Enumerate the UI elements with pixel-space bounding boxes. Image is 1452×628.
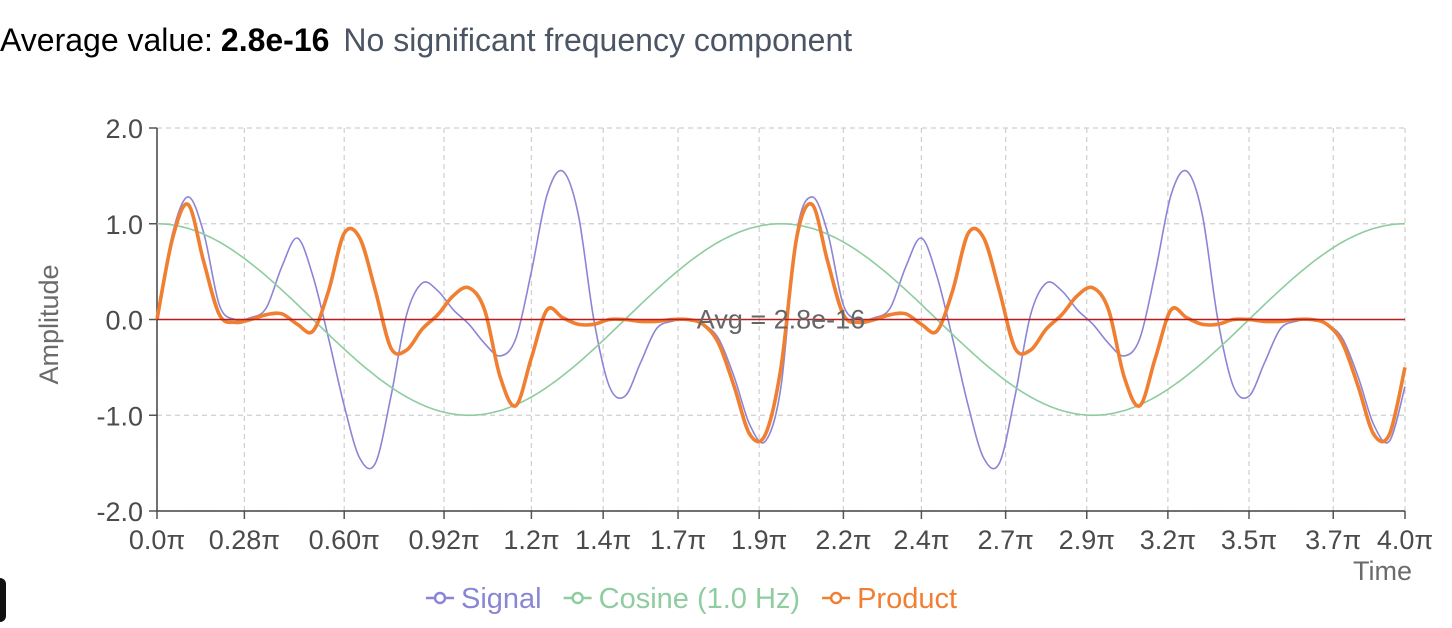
x-axis-title: Time [1353,556,1412,586]
legend-label: Cosine (1.0 Hz) [599,583,800,615]
legend-label: Product [857,583,957,615]
y-tick-label: -1.0 [96,401,143,431]
x-tick-label: 1.7π [650,525,706,555]
y-tick-label: -2.0 [96,497,143,527]
x-tick-label: 3.5π [1221,525,1277,555]
x-tick-label: 0.92π [408,525,479,555]
average-label: Average value: [0,22,213,58]
frequency-note: No significant frequency component [343,22,853,58]
legend-label: Signal [461,583,542,615]
x-tick-label: 2.7π [978,525,1034,555]
series-lines [155,169,1407,470]
series-product [155,201,1407,444]
summary-header: Average value: 2.8e-16 No significant freq… [0,22,852,59]
x-tick-label: 2.4π [893,525,949,555]
legend-marker [433,591,447,605]
y-tick-label: 0.0 [105,306,143,336]
x-tick-label: 1.9π [731,525,787,555]
average-annotation: Avg = 2.8e-16 [697,305,865,335]
average-value: 2.8e-16 [220,22,330,58]
x-tick-label: 4.0π [1377,525,1433,555]
y-tick-label: 2.0 [105,114,143,144]
x-tick-label: 1.2π [503,525,559,555]
x-tick-label: 2.2π [815,525,871,555]
legend: Signal Cosine (1.0 Hz) Product [426,583,957,615]
x-axis: 0.0π 0.28π 0.60π 0.92π 1.2π 1.4π 1.7π 1.9π 2.2π 2… [129,510,1433,555]
legend-marker [571,591,584,605]
x-tick-label: 1.4π [575,525,631,555]
y-axis-title: Amplitude [34,264,64,384]
x-tick-label: 0.28π [209,525,280,555]
legend-item-signal[interactable]: Signal [426,583,542,615]
legend-item-product[interactable]: Product [822,583,957,615]
x-tick-label: 2.9π [1059,525,1115,555]
y-tick-label: 1.0 [105,210,143,240]
series-signal [156,169,1406,470]
side-tab[interactable] [0,578,6,622]
legend-item-cosine-1-0-hz[interactable]: Cosine (1.0 Hz) [563,583,800,615]
x-tick-label: 3.7π [1305,525,1361,555]
x-tick-label: 0.0π [129,525,185,555]
legend-marker [829,591,843,605]
x-tick-label: 3.2π [1140,525,1196,555]
y-axis: 2.0 1.0 0.0 -1.0 -2.0 [96,114,158,527]
x-tick-label: 0.60π [309,525,380,555]
series-cosine-1-0-hz [157,223,1405,417]
